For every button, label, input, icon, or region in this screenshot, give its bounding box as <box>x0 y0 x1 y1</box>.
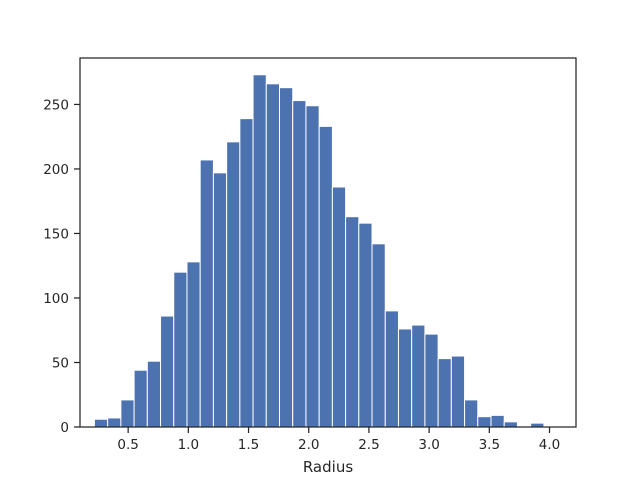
histogram-bar <box>477 416 492 428</box>
y-tick-label: 50 <box>52 355 69 371</box>
x-tick-label: 4.0 <box>539 437 560 453</box>
histogram-bar <box>265 83 281 428</box>
histogram-bar <box>450 355 466 428</box>
x-tick-label: 2.0 <box>298 437 319 453</box>
histogram-bar <box>371 243 386 428</box>
plot-frame <box>79 57 577 428</box>
histogram-bar <box>437 358 452 428</box>
y-tick-label: 150 <box>43 226 69 242</box>
histogram-bar <box>424 333 439 428</box>
histogram-bar <box>292 100 307 428</box>
histogram-bar <box>146 360 162 428</box>
histogram-bar <box>212 172 228 428</box>
histogram-bar <box>133 369 148 428</box>
histogram-bar <box>397 328 413 428</box>
x-tick-label: 2.5 <box>358 437 379 453</box>
y-tick-label: 250 <box>43 97 69 113</box>
histogram-bar <box>279 87 294 428</box>
y-tick-label: 200 <box>43 162 69 178</box>
histogram-bar <box>252 74 267 428</box>
histogram-bar <box>345 216 360 428</box>
histogram-bar <box>160 315 175 428</box>
x-tick-label: 1.5 <box>238 437 259 453</box>
x-tick-label: 0.5 <box>117 437 138 453</box>
histogram-bar <box>318 125 333 428</box>
bars-group <box>93 74 545 428</box>
histogram-bar <box>503 421 518 428</box>
histogram-bar <box>199 159 214 428</box>
histogram-bar <box>305 105 320 428</box>
histogram-bar <box>186 261 201 428</box>
y-tick-label: 100 <box>43 291 69 307</box>
x-axis-label: Radius <box>303 458 353 476</box>
histogram-bar <box>358 222 373 428</box>
histogram-bar <box>226 141 241 428</box>
histogram-bar <box>384 310 399 428</box>
histogram-bar <box>490 414 505 428</box>
y-tick-label: 0 <box>60 420 69 436</box>
histogram-bar <box>93 418 109 428</box>
histogram-bar <box>411 324 426 428</box>
x-tick-label: 1.0 <box>178 437 199 453</box>
histogram-bar <box>120 399 135 428</box>
histogram-bar <box>173 271 188 428</box>
histogram-bar <box>331 186 347 428</box>
histogram-bar <box>239 118 254 428</box>
x-axis-ticks: 0.5 1.0 1.5 2.0 2.5 3.0 3.5 4.0 <box>117 427 560 453</box>
y-axis-ticks: 0 50 100 150 200 250 <box>43 97 80 436</box>
x-tick-label: 3.5 <box>479 437 500 453</box>
histogram-bar <box>107 417 122 428</box>
x-tick-label: 3.0 <box>418 437 439 453</box>
histogram-bar <box>464 399 479 428</box>
